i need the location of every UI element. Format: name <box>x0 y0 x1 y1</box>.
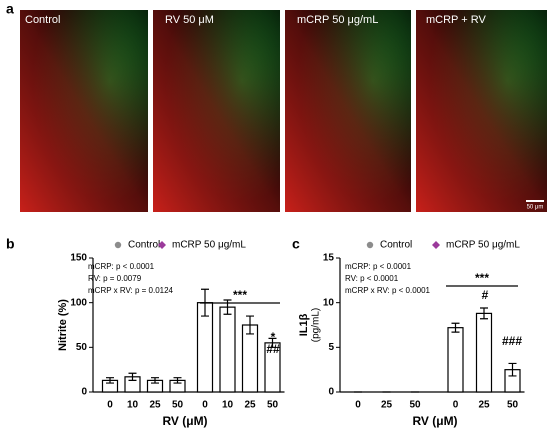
y-tick-label: 15 <box>323 253 335 264</box>
annotation: *** <box>233 288 247 302</box>
x-tick-label: 25 <box>149 400 161 411</box>
stats-text: RV: p < 0.0001 <box>345 274 399 283</box>
error-bar <box>508 362 517 377</box>
legend-marker <box>366 241 374 249</box>
x-tick-label: 50 <box>267 400 279 411</box>
legend-marker <box>158 241 166 249</box>
error-bar <box>223 299 232 315</box>
image-label: mCRP 50 μg/mL <box>297 14 378 26</box>
y-tick-label: 150 <box>70 253 87 264</box>
panel-label: a <box>6 1 14 17</box>
y-tick-label: 0 <box>81 387 87 398</box>
x-tick-label: 0 <box>107 400 113 411</box>
legend-label: Control <box>380 240 412 251</box>
legend-label: Control <box>128 240 160 251</box>
x-axis-label: RV (μM) <box>162 414 207 428</box>
bar <box>475 312 493 393</box>
bar <box>241 324 259 393</box>
x-tick-label: 0 <box>202 400 208 411</box>
stats-text: mCRP x RV: p = 0.0124 <box>88 286 174 295</box>
image-label: mCRP + RV <box>426 14 486 26</box>
y-tick-label: 100 <box>70 297 87 308</box>
x-tick-label: 0 <box>355 400 361 411</box>
error-bar <box>106 377 114 384</box>
image-label: Control <box>25 14 60 26</box>
y-axis-label: IL1β <box>298 313 310 336</box>
bar <box>447 327 464 393</box>
annotation: ### <box>502 334 522 348</box>
y-tick-label: 5 <box>328 342 334 353</box>
x-axis-label: RV (μM) <box>412 414 457 428</box>
error-bar <box>480 307 488 320</box>
y-axis-sublabel: (pg/mL) <box>311 308 322 342</box>
annotation: # <box>482 288 489 302</box>
annotation: *** <box>475 271 489 285</box>
stats-text: RV: p = 0.0079 <box>88 274 142 283</box>
legend-marker <box>432 241 440 249</box>
image-label: RV 50 μM <box>165 14 214 26</box>
x-tick-label: 50 <box>172 400 184 411</box>
annotation: ## <box>266 342 280 356</box>
legend-label: mCRP 50 μg/mL <box>446 240 520 251</box>
panel-label: c <box>292 236 300 252</box>
error-bar <box>151 377 159 384</box>
y-tick-label: 50 <box>76 342 88 353</box>
annotation: * <box>271 330 276 344</box>
y-tick-label: 0 <box>328 387 334 398</box>
micrographs: Control RV 50 μM mCRP 50 μg/mL mCRP + RV… <box>20 10 547 212</box>
x-tick-label: 10 <box>222 400 234 411</box>
scale-bar-label: 50 μm <box>527 205 544 211</box>
x-tick-label: 50 <box>507 400 519 411</box>
micrograph-overlay <box>416 10 547 212</box>
stats-text: mCRP: p < 0.0001 <box>88 262 155 271</box>
error-bar <box>451 322 460 333</box>
x-tick-label: 50 <box>409 400 421 411</box>
error-bar <box>268 337 277 348</box>
error-bar <box>173 377 182 384</box>
x-tick-label: 25 <box>478 400 490 411</box>
stats-text: mCRP: p < 0.0001 <box>345 262 412 271</box>
x-tick-label: 25 <box>244 400 256 411</box>
y-axis-label: Nitrite (%) <box>57 299 69 351</box>
error-bar <box>246 315 254 335</box>
x-tick-label: 0 <box>453 400 459 411</box>
legend-marker <box>114 241 122 249</box>
micrograph-overlay <box>20 10 148 212</box>
panel-label: b <box>6 236 15 252</box>
bar <box>219 306 236 393</box>
x-tick-label: 10 <box>127 400 139 411</box>
legend-label: mCRP 50 μg/mL <box>172 240 246 251</box>
micrograph-overlay <box>153 10 280 212</box>
y-tick-label: 10 <box>323 297 335 308</box>
stats-text: mCRP x RV: p < 0.0001 <box>345 286 431 295</box>
micrograph-overlay <box>285 10 411 212</box>
error-bar <box>128 372 137 381</box>
x-tick-label: 25 <box>381 400 393 411</box>
